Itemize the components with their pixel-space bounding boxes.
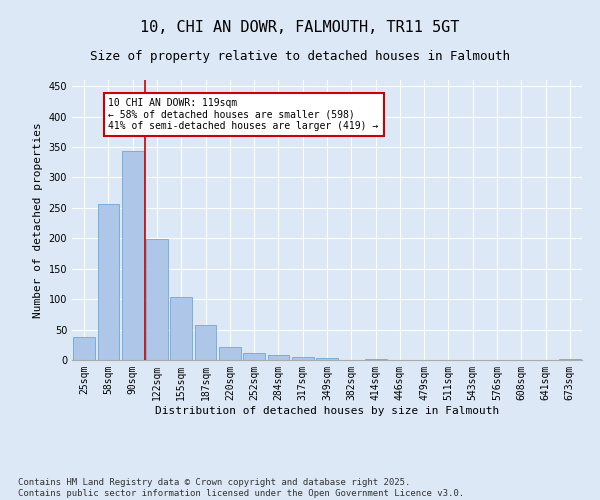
Bar <box>316 358 338 360</box>
Text: Contains HM Land Registry data © Crown copyright and database right 2025.
Contai: Contains HM Land Registry data © Crown c… <box>18 478 464 498</box>
Bar <box>170 296 192 360</box>
Bar <box>243 354 265 360</box>
X-axis label: Distribution of detached houses by size in Falmouth: Distribution of detached houses by size … <box>155 406 499 415</box>
Bar <box>194 326 217 360</box>
Bar <box>73 338 95 360</box>
Bar <box>268 354 289 360</box>
Bar <box>219 347 241 360</box>
Y-axis label: Number of detached properties: Number of detached properties <box>33 122 43 318</box>
Bar <box>292 357 314 360</box>
Text: 10, CHI AN DOWR, FALMOUTH, TR11 5GT: 10, CHI AN DOWR, FALMOUTH, TR11 5GT <box>140 20 460 35</box>
Bar <box>97 204 119 360</box>
Text: 10 CHI AN DOWR: 119sqm
← 58% of detached houses are smaller (598)
41% of semi-de: 10 CHI AN DOWR: 119sqm ← 58% of detached… <box>109 98 379 132</box>
Bar <box>365 359 386 360</box>
Bar <box>146 240 168 360</box>
Bar <box>122 151 143 360</box>
Text: Size of property relative to detached houses in Falmouth: Size of property relative to detached ho… <box>90 50 510 63</box>
